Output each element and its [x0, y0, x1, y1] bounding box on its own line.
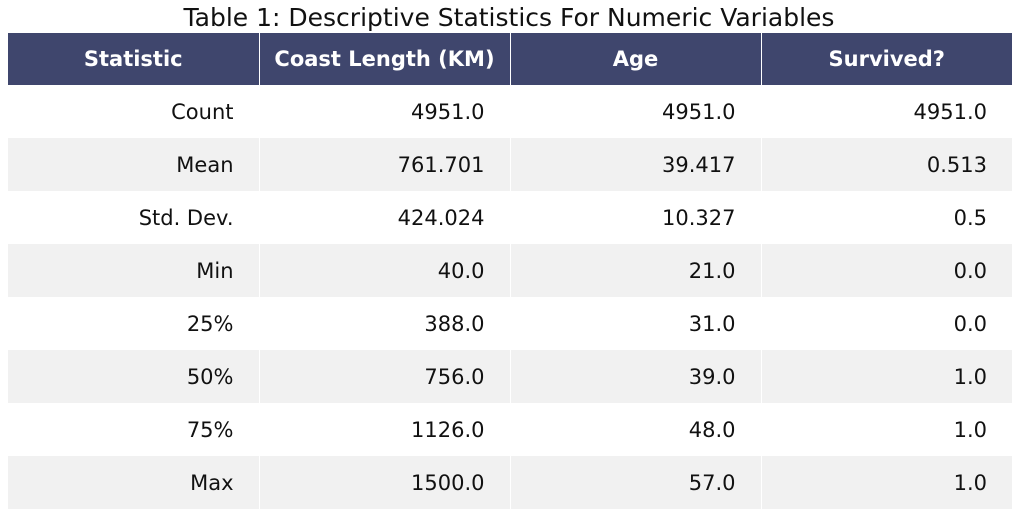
header-age: Age	[509, 33, 761, 85]
row-label: 75%	[8, 403, 259, 456]
row-label: Std. Dev.	[8, 191, 259, 244]
cell-coast-length: 40.0	[258, 244, 510, 297]
cell-age: 10.327	[509, 191, 761, 244]
row-label: Min	[8, 244, 259, 297]
header-survived: Survived?	[760, 33, 1012, 85]
cell-survived: 0.513	[760, 138, 1012, 191]
cell-survived: 0.0	[760, 244, 1012, 297]
cell-age: 39.417	[509, 138, 761, 191]
table-row: 75% 1126.0 48.0 1.0	[8, 403, 1012, 456]
cell-survived: 1.0	[760, 403, 1012, 456]
header-statistic: Statistic	[8, 33, 259, 85]
table-row: Mean 761.701 39.417 0.513	[8, 138, 1012, 191]
table-row: Min 40.0 21.0 0.0	[8, 244, 1012, 297]
row-label: 50%	[8, 350, 259, 403]
cell-age: 21.0	[509, 244, 761, 297]
statistics-table: Statistic Coast Length (KM) Age Survived…	[8, 33, 1012, 509]
cell-age: 4951.0	[509, 85, 761, 138]
table-row: 50% 756.0 39.0 1.0	[8, 350, 1012, 403]
cell-coast-length: 1126.0	[258, 403, 510, 456]
cell-survived: 1.0	[760, 456, 1012, 509]
row-label: 25%	[8, 297, 259, 350]
cell-coast-length: 424.024	[258, 191, 510, 244]
table-row: Max 1500.0 57.0 1.0	[8, 456, 1012, 509]
cell-age: 39.0	[509, 350, 761, 403]
table-row: Std. Dev. 424.024 10.327 0.5	[8, 191, 1012, 244]
cell-age: 31.0	[509, 297, 761, 350]
table-row: 25% 388.0 31.0 0.0	[8, 297, 1012, 350]
cell-coast-length: 4951.0	[258, 85, 510, 138]
table-row: Count 4951.0 4951.0 4951.0	[8, 85, 1012, 138]
cell-survived: 1.0	[760, 350, 1012, 403]
row-label: Mean	[8, 138, 259, 191]
table-title: Table 1: Descriptive Statistics For Nume…	[183, 3, 835, 32]
cell-survived: 0.0	[760, 297, 1012, 350]
header-row: Statistic Coast Length (KM) Age Survived…	[8, 33, 1012, 85]
cell-coast-length: 761.701	[258, 138, 510, 191]
cell-coast-length: 756.0	[258, 350, 510, 403]
cell-survived: 0.5	[760, 191, 1012, 244]
cell-survived: 4951.0	[760, 85, 1012, 138]
cell-coast-length: 388.0	[258, 297, 510, 350]
row-label: Max	[8, 456, 259, 509]
row-label: Count	[8, 85, 259, 138]
cell-age: 57.0	[509, 456, 761, 509]
cell-coast-length: 1500.0	[258, 456, 510, 509]
header-coast-length: Coast Length (KM)	[258, 33, 510, 85]
cell-age: 48.0	[509, 403, 761, 456]
